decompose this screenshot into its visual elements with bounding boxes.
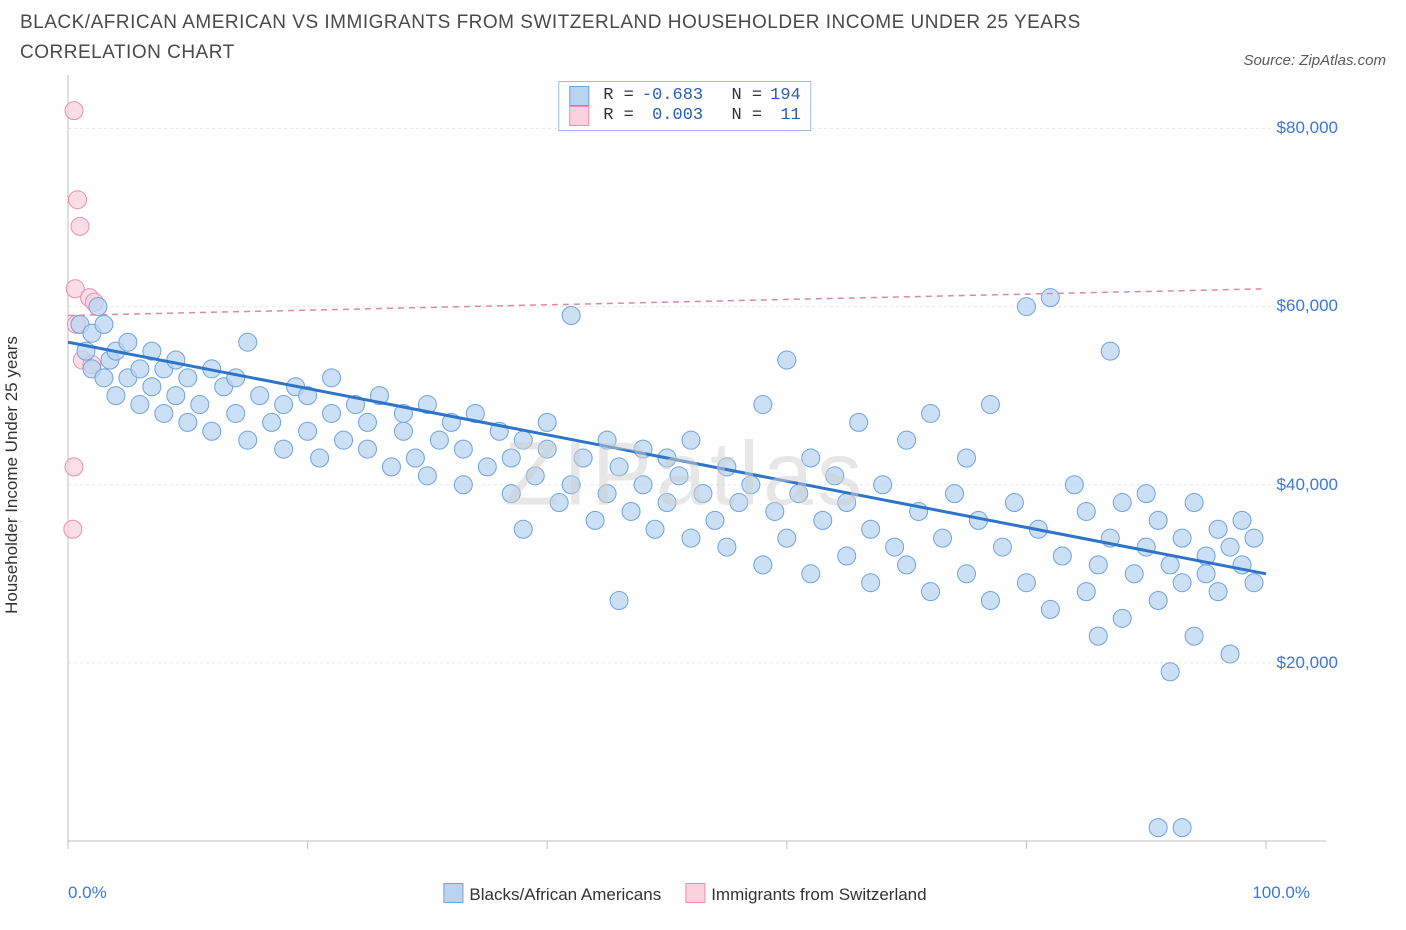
bottom-legend: Blacks/African Americans Immigrants from … xyxy=(443,883,926,905)
stat-label: N = xyxy=(711,86,762,105)
stat-label: R = xyxy=(603,86,634,105)
legend-item: Immigrants from Switzerland xyxy=(685,883,926,905)
y-tick-label: $60,000 xyxy=(1277,296,1338,316)
stats-row: R = -0.683 N = 194 xyxy=(569,86,800,106)
chart-title: BLACK/AFRICAN AMERICAN VS IMMIGRANTS FRO… xyxy=(20,8,1120,69)
stat-n-value: 194 xyxy=(770,86,801,105)
y-axis-label: Householder Income Under 25 years xyxy=(2,336,22,614)
stat-n-value: 11 xyxy=(770,106,801,125)
stats-legend: R = -0.683 N = 194 R = 0.003 N = 11 xyxy=(558,81,811,131)
legend-swatch-pink xyxy=(569,106,589,126)
source-label: Source: ZipAtlas.com xyxy=(1243,52,1386,69)
legend-swatch xyxy=(443,883,463,903)
legend-swatch-blue xyxy=(569,86,589,106)
scatter-chart xyxy=(20,75,1350,875)
stat-r-value: -0.683 xyxy=(642,86,703,105)
legend-swatch xyxy=(685,883,705,903)
chart-container: Householder Income Under 25 years ZIPatl… xyxy=(20,75,1350,875)
stats-row: R = 0.003 N = 11 xyxy=(569,106,800,126)
legend-item: Blacks/African Americans xyxy=(443,883,661,905)
stat-r-value: 0.003 xyxy=(642,106,703,125)
x-min-label: 0.0% xyxy=(68,883,107,903)
x-max-label: 100.0% xyxy=(1252,883,1310,903)
header-row: BLACK/AFRICAN AMERICAN VS IMMIGRANTS FRO… xyxy=(0,0,1406,69)
y-tick-label: $20,000 xyxy=(1277,653,1338,673)
stat-label: N = xyxy=(711,106,762,125)
y-tick-label: $80,000 xyxy=(1277,118,1338,138)
y-tick-label: $40,000 xyxy=(1277,475,1338,495)
stat-label: R = xyxy=(603,106,634,125)
